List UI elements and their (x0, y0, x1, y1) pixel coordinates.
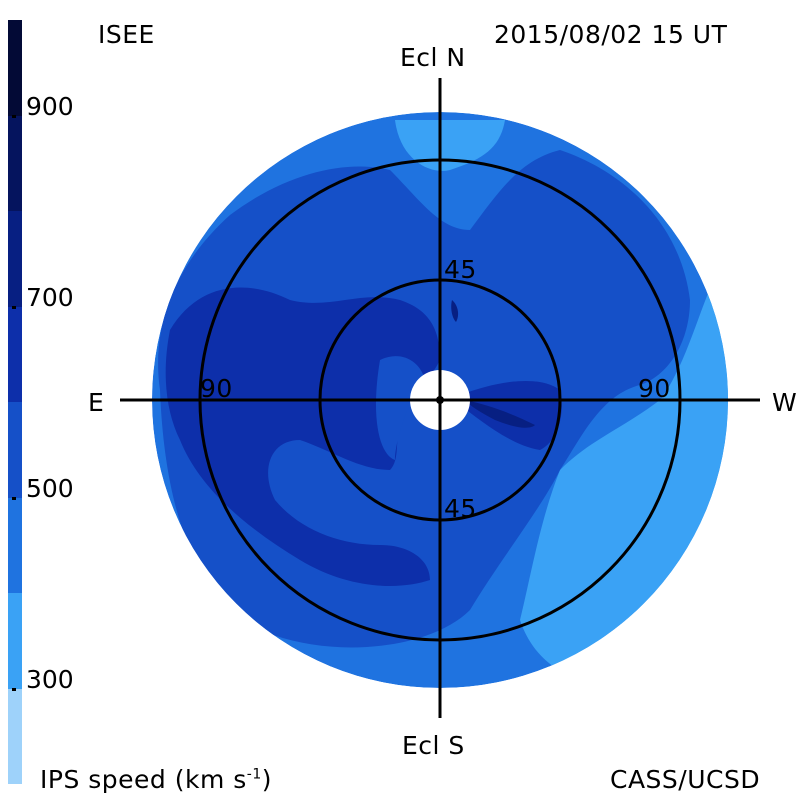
ring-90-label-west: 90 (638, 374, 671, 403)
colorbar-tick-label: 300 (26, 664, 74, 694)
slow-wind-region-north (395, 120, 505, 171)
colorbar-tick (12, 496, 16, 500)
east-label: E (88, 388, 105, 417)
timestamp-label: 2015/08/02 15 UT (494, 20, 728, 49)
colorbar-tick (12, 687, 16, 691)
colorbar-segment (8, 20, 22, 116)
fastest-wind-spot (451, 300, 459, 322)
west-label: W (772, 388, 798, 417)
north-label: Ecl N (400, 43, 466, 72)
medium-wind-inner-lobe (375, 356, 425, 460)
observatory-label: ISEE (98, 20, 155, 49)
sun-center-dot (436, 396, 444, 404)
colorbar-tick-label: 900 (26, 91, 74, 121)
credit-label: CASS/UCSD (610, 765, 761, 794)
colorbar-segment (8, 211, 22, 307)
colorbar-segment (8, 115, 22, 211)
colorbar-title-exponent: -1 (246, 766, 262, 783)
colorbar-segment (8, 306, 22, 402)
colorbar-title: IPS speed (km s-1) (40, 767, 272, 792)
ring-90-label-east: 90 (200, 374, 233, 403)
south-label: Ecl S (402, 731, 465, 760)
colorbar-tick-label: 500 (26, 473, 74, 503)
colorbar-segment (8, 497, 22, 593)
colorbar-segment (8, 593, 22, 689)
colorbar-segment (8, 402, 22, 498)
speed-colorbar: 900 700 500 300 (8, 20, 74, 784)
colorbar-tick (12, 305, 16, 309)
ring-45-label-north: 45 (444, 255, 477, 284)
colorbar-title-close: ) (261, 765, 273, 794)
fast-wind-region (165, 287, 440, 586)
colorbar-title-text: IPS speed (km s (40, 765, 247, 794)
fastest-wind-streak (465, 400, 535, 428)
colorbar-segment (8, 688, 22, 784)
colorbar-tick-label: 700 (26, 282, 74, 312)
ring-45-label-south: 45 (444, 494, 477, 523)
colorbar-tick (12, 114, 16, 118)
